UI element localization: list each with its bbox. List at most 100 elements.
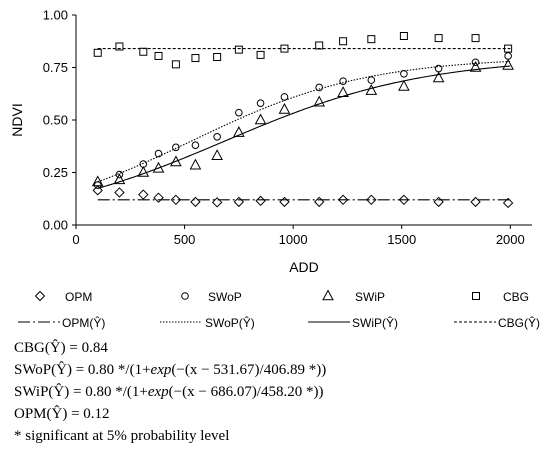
cbg-point — [471, 34, 480, 43]
y-tick-label: 0.50 — [43, 113, 68, 128]
cbg-point — [315, 41, 324, 50]
cbg-point — [234, 45, 243, 54]
x-tick-label: 2000 — [496, 232, 525, 247]
swip-point — [211, 149, 223, 160]
axes: 0 500 1000 1500 2000 0.00 0.25 0.50 0.75 1.00 ADD N… — [9, 8, 532, 275]
swip-point — [469, 60, 482, 72]
opm-point — [255, 195, 266, 207]
chart: 0 500 1000 1500 2000 0.00 0.25 0.50 0.75 1.00 ADD N… — [9, 8, 540, 331]
x-tick-label: 500 — [174, 232, 196, 247]
swip-point — [365, 84, 378, 95]
swop-point — [154, 149, 163, 158]
legend-fit-label-swip: SWiP(Ŷ) — [352, 315, 398, 330]
legend-marker-cbg — [472, 292, 480, 300]
swop-point — [400, 70, 408, 78]
swip-point — [337, 86, 349, 97]
cbg-point — [93, 48, 102, 57]
legend-label-opm: OPM — [65, 290, 92, 304]
opm-point — [502, 197, 514, 209]
legend-marker-opm — [34, 290, 46, 302]
fit-lines — [97, 48, 511, 201]
y-tick-label: 1.00 — [43, 8, 68, 23]
swip-point — [152, 161, 165, 173]
legend-label-cbg: CBG — [503, 290, 529, 304]
swip-point — [233, 126, 245, 137]
equation-opm: OPM(Ŷ) = 0.12 — [14, 406, 110, 422]
cbg-point — [191, 54, 200, 63]
opm-point — [153, 192, 164, 203]
x-tick-label: 1000 — [279, 232, 308, 247]
significance-note: * significant at 5% probability level — [14, 428, 230, 444]
cbg-point — [280, 44, 289, 53]
equation-swop: SWoP(Ŷ) = 0.80 */(1+exp(−(x − 531.67)/40… — [14, 362, 327, 378]
swip-point — [502, 58, 514, 70]
legend-fit-label-opm: OPM(Ŷ) — [62, 315, 105, 330]
cbg-point — [171, 60, 180, 69]
legend-fit-label-swop: SWoP(Ŷ) — [205, 315, 255, 330]
swip-point — [278, 102, 291, 114]
opm-point — [114, 187, 125, 198]
x-axis-label: ADD — [289, 259, 319, 275]
opm-point — [170, 194, 182, 206]
swop-point — [367, 76, 376, 84]
swop-point — [213, 133, 221, 141]
y-tick-label: 0.25 — [43, 165, 68, 180]
cbg-point — [154, 51, 163, 60]
swop-point — [191, 141, 200, 149]
legend: OPM SWoP SWiP CBG OPM(Ŷ) SWoP(Ŷ) SWiP(Ŷ) CBG(Ŷ) — [18, 289, 540, 330]
data-points — [91, 32, 514, 209]
opm-point — [138, 189, 149, 200]
x-tick-label: 1500 — [387, 232, 416, 247]
swop-point — [256, 99, 265, 107]
opm-point — [190, 196, 201, 208]
swip-point — [137, 165, 150, 177]
opm-point — [279, 196, 290, 208]
opm-point — [470, 196, 481, 208]
cbg-point — [139, 47, 148, 56]
swip-point — [432, 71, 445, 83]
swop-point — [471, 58, 480, 67]
opm-point — [433, 196, 444, 208]
swip-point — [189, 158, 202, 170]
legend-label-swip: SWiP — [355, 290, 385, 304]
equation-swip: SWiP(Ŷ) = 0.80 */(1+exp(−(x − 686.07)/45… — [14, 384, 324, 400]
cbg-point — [256, 50, 265, 59]
swop-point — [172, 143, 180, 152]
swip-point — [398, 79, 410, 91]
cbg-point — [213, 53, 222, 61]
swop-point — [115, 170, 124, 179]
cbg-point — [339, 37, 348, 46]
fit-line-swip — [97, 65, 511, 189]
opm-point — [92, 185, 103, 196]
cbg-point — [504, 44, 513, 53]
legend-marker-swop — [181, 292, 189, 300]
y-axis-label: NDVI — [9, 103, 25, 136]
swop-point — [315, 83, 324, 92]
legend-label-swop: SWoP — [208, 290, 242, 304]
legend-fit-label-cbg: CBG(Ŷ) — [498, 315, 540, 330]
cbg-point — [399, 32, 408, 40]
cbg-point — [434, 34, 443, 43]
swip-point — [113, 173, 126, 185]
x-tick-label: 0 — [72, 232, 79, 247]
cbg-point — [367, 35, 376, 44]
legend-marker-swip — [322, 289, 334, 301]
swip-point — [254, 113, 267, 125]
opm-point — [398, 194, 410, 206]
opm-point — [366, 194, 377, 206]
opm-point — [337, 194, 349, 206]
fit-line-swop — [97, 60, 511, 183]
equation-cbg: CBG(Ŷ) = 0.84 — [14, 340, 108, 356]
swip-point — [170, 155, 182, 167]
cbg-point — [115, 42, 124, 51]
y-tick-label: 0.75 — [43, 60, 68, 75]
swop-point — [280, 93, 289, 101]
swip-point — [91, 175, 104, 187]
swop-point — [339, 77, 347, 85]
y-tick-label: 0.00 — [43, 218, 68, 233]
swop-point — [93, 181, 102, 189]
opm-point — [233, 196, 245, 208]
swop-point — [235, 108, 243, 117]
opm-point — [313, 196, 325, 208]
